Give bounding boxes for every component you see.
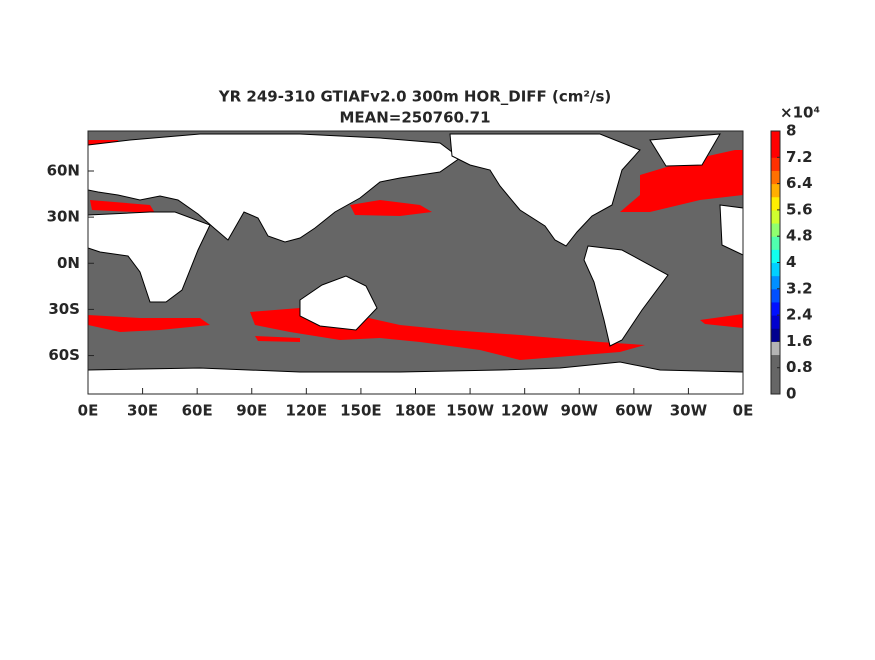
colorbar-segment [771, 380, 780, 395]
colorbar-segment [771, 288, 780, 303]
colorbar-segment [771, 354, 780, 369]
colorbar-segment [771, 144, 780, 158]
x-tick-label: 0E [78, 402, 99, 420]
colorbar-tick-label: 6.4 [786, 174, 813, 192]
colorbar-segment [771, 315, 780, 329]
x-tick-label: 30E [127, 402, 158, 420]
y-tick-label: 60S [48, 346, 80, 364]
x-tick-label: 60E [182, 402, 213, 420]
colorbar-tick-label: 0 [786, 385, 796, 403]
x-tick-label: 180E [395, 402, 437, 420]
colorbar-tick-label: 1.6 [786, 332, 813, 350]
chart-title: YR 249-310 GTIAFv2.0 300m HOR_DIFF (cm²/… [218, 88, 611, 106]
colorbar-segment [771, 249, 780, 263]
colorbar-tick-label: 0.8 [786, 358, 813, 376]
y-tick-label: 60N [47, 161, 80, 179]
colorbar-exponent: ×10⁴ [780, 104, 820, 122]
colorbar-segment [771, 275, 780, 290]
colorbar-tick-label: 2.4 [786, 306, 813, 324]
colorbar-tick-label: 7.2 [786, 148, 813, 166]
colorbar-tick-label: 8 [786, 122, 796, 140]
colorbar-segment [771, 367, 780, 382]
chart-subtitle: MEAN=250760.71 [339, 109, 490, 127]
x-tick-label: 30W [670, 402, 708, 420]
colorbar-segment [771, 236, 780, 250]
colorbar-tick-label: 3.2 [786, 279, 813, 297]
x-tick-label: 90E [236, 402, 267, 420]
colorbar-segment [771, 157, 780, 171]
colorbar-segment [771, 262, 780, 277]
colorbar-segment [771, 209, 780, 224]
colorbar-segment [771, 131, 780, 145]
x-tick-label: 150W [446, 402, 494, 420]
x-tick-label: 90W [561, 402, 599, 420]
x-tick-label: 150E [340, 402, 382, 420]
x-tick-label: 120E [286, 402, 328, 420]
x-tick-label: 60W [615, 402, 653, 420]
x-tick-label: 120W [501, 402, 549, 420]
colorbar-segment [771, 328, 780, 342]
colorbar-tick-label: 4.8 [786, 227, 813, 245]
colorbar-tick-label: 5.6 [786, 200, 813, 218]
y-tick-label: 30S [48, 300, 80, 318]
colorbar-segment [771, 170, 780, 185]
x-tick-label: 0E [733, 402, 754, 420]
colorbar: ×10⁴ [780, 104, 820, 122]
y-tick-label: 30N [47, 208, 80, 226]
y-tick-label: 0N [57, 254, 80, 272]
land [87, 133, 744, 395]
colorbar-segment [771, 223, 780, 237]
colorbar-tick-label: 4 [786, 253, 796, 271]
map [87, 130, 744, 395]
colorbar-segment [771, 301, 780, 316]
colorbar-segment [771, 183, 780, 198]
colorbar-segment [771, 341, 780, 356]
colorbar-segment [771, 196, 780, 211]
